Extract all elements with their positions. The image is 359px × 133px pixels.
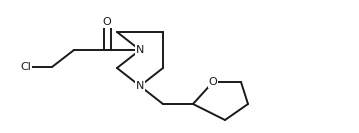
Text: O: O (209, 77, 218, 87)
Text: N: N (136, 81, 144, 91)
Text: O: O (103, 17, 111, 27)
Text: Cl: Cl (20, 62, 31, 72)
Text: N: N (136, 45, 144, 55)
